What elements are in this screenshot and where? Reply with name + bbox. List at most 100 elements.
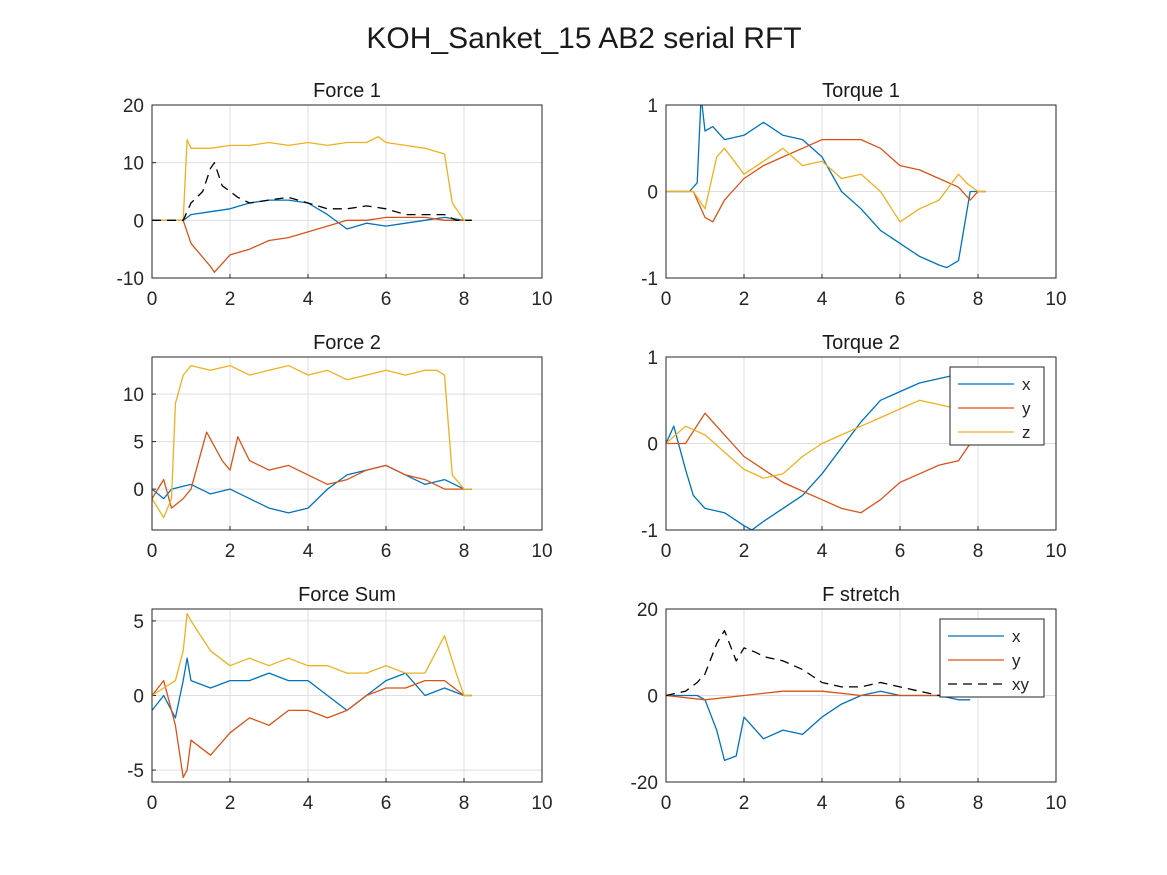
x-tick-label: 4 (303, 793, 314, 814)
series-line-z (152, 612, 472, 697)
series-line-y (152, 679, 472, 779)
x-tick-label: 10 (1045, 793, 1066, 814)
x-tick-label: 0 (661, 793, 672, 814)
y-tick-label: 5 (133, 433, 144, 454)
x-tick-label: 8 (459, 793, 470, 814)
series-line-x (152, 464, 472, 514)
x-tick-label: 2 (739, 541, 750, 562)
subplot-title: Force 1 (313, 80, 381, 102)
legend-label-z: z (1022, 423, 1031, 442)
x-tick-label: 6 (895, 541, 906, 562)
axes-frame (665, 356, 1057, 531)
x-tick-label: 8 (459, 289, 470, 310)
x-tick-label: 6 (895, 289, 906, 310)
series-line-x (666, 373, 959, 530)
y-tick-label: 0 (647, 435, 658, 456)
series-line-y (666, 138, 986, 223)
subplot-title: F stretch (822, 584, 900, 606)
x-tick-label: 10 (531, 289, 552, 310)
y-tick-label: -1 (641, 269, 658, 290)
x-tick-label: 2 (225, 793, 236, 814)
legend: xyz (949, 366, 1045, 446)
y-tick-label: -5 (127, 761, 144, 782)
axes-frame (665, 608, 1057, 783)
y-tick-label: 1 (647, 96, 658, 117)
series-group (152, 136, 472, 273)
y-tick-label: 10 (123, 154, 144, 175)
axes-frame (151, 104, 543, 279)
x-tick-label: 0 (147, 541, 158, 562)
series-line-x (152, 199, 472, 230)
axes-frame (151, 356, 543, 531)
x-tick-label: 6 (895, 793, 906, 814)
y-tick-label: -10 (117, 269, 144, 290)
x-tick-label: 4 (303, 541, 314, 562)
subplot-title: Force 2 (313, 332, 381, 354)
series-group (666, 629, 971, 762)
x-tick-label: 4 (817, 541, 828, 562)
legend: xy xy (939, 618, 1045, 698)
plot-area (152, 357, 542, 530)
y-tick-label: 0 (133, 211, 144, 232)
y-tick-label: 0 (133, 687, 144, 708)
x-tick-label: 6 (381, 289, 392, 310)
y-tick-label: 0 (647, 687, 658, 708)
x-tick-label: 2 (739, 793, 750, 814)
axes-frame (151, 608, 543, 783)
x-tick-label: 4 (817, 289, 828, 310)
series-group (152, 364, 472, 519)
axes-frame (665, 104, 1057, 279)
y-tick-label: 5 (133, 612, 144, 633)
y-tick-label: 20 (123, 96, 144, 117)
series-line-y (666, 690, 971, 701)
subplot-title: Force Sum (298, 584, 396, 606)
series-line-y (152, 216, 472, 273)
x-tick-label: 0 (147, 289, 158, 310)
series-group (152, 612, 472, 779)
x-tick-label: 8 (973, 541, 984, 562)
x-tick-label: 2 (739, 289, 750, 310)
y-tick-label: -20 (631, 773, 658, 794)
series-line-x (152, 657, 472, 719)
legend-label-xy: xy (1012, 675, 1030, 694)
series-line-z (666, 399, 959, 479)
x-tick-label: 10 (531, 541, 552, 562)
figure-title: KOH_Sanket_15 AB2 serial RFT (366, 22, 801, 55)
x-tick-label: 2 (225, 541, 236, 562)
subplot-title: Torque 2 (822, 332, 900, 354)
series-line-z (666, 147, 986, 223)
subplot-title: Torque 1 (822, 80, 900, 102)
series-line-y (152, 431, 472, 509)
legend-label-y: y (1022, 399, 1031, 418)
x-tick-label: 8 (973, 289, 984, 310)
plot-area (152, 105, 542, 278)
y-tick-label: 0 (133, 480, 144, 501)
x-tick-label: 8 (459, 541, 470, 562)
series-line-z (152, 136, 472, 221)
legend-box (939, 618, 1045, 698)
subplot-3: 0 2 4 6 8 10 0 5 10 Force 2 (123, 332, 553, 562)
series-line-y (666, 412, 971, 514)
legend-label-x: x (1012, 627, 1021, 646)
series-line-x (666, 105, 986, 269)
x-tick-label: 0 (661, 541, 672, 562)
x-tick-label: 6 (381, 541, 392, 562)
x-tick-label: 10 (1045, 289, 1066, 310)
y-tick-label: 10 (123, 385, 144, 406)
x-tick-label: 10 (531, 793, 552, 814)
x-tick-label: 4 (303, 289, 314, 310)
y-tick-label: 0 (647, 183, 658, 204)
series-line-xy (152, 162, 472, 221)
legend-label-x: x (1022, 375, 1031, 394)
y-tick-label: 1 (647, 348, 658, 369)
y-tick-label: -1 (641, 521, 658, 542)
series-group (666, 373, 971, 530)
x-tick-label: 8 (973, 793, 984, 814)
